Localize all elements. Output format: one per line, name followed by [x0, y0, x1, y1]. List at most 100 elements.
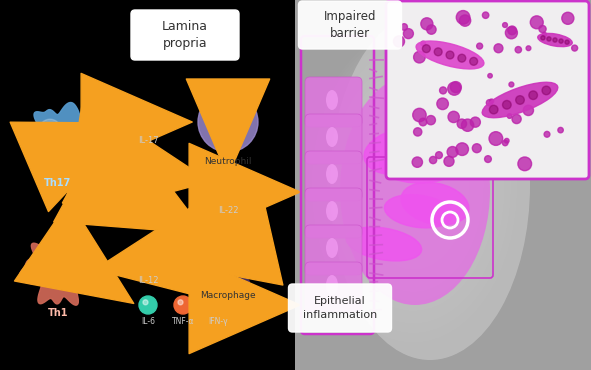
Circle shape [509, 82, 514, 87]
Circle shape [401, 24, 407, 30]
Polygon shape [215, 242, 242, 269]
Text: IL-22: IL-22 [217, 206, 238, 215]
Circle shape [502, 101, 511, 109]
Circle shape [472, 144, 481, 153]
FancyBboxPatch shape [298, 1, 401, 49]
Circle shape [502, 23, 508, 27]
Circle shape [446, 51, 454, 59]
Circle shape [448, 82, 461, 95]
Circle shape [436, 152, 443, 159]
Circle shape [518, 157, 531, 171]
Circle shape [228, 108, 249, 130]
Circle shape [139, 296, 157, 314]
Circle shape [142, 257, 148, 263]
Circle shape [530, 16, 543, 29]
Ellipse shape [401, 182, 469, 225]
Text: Macrophage: Macrophage [200, 291, 256, 300]
Circle shape [458, 54, 466, 62]
Ellipse shape [404, 147, 464, 176]
Circle shape [413, 108, 426, 122]
Circle shape [414, 128, 422, 136]
Ellipse shape [416, 41, 484, 69]
Circle shape [430, 157, 437, 164]
Circle shape [456, 143, 469, 155]
Text: IFN-γ: IFN-γ [208, 317, 228, 326]
Ellipse shape [482, 82, 558, 118]
Circle shape [543, 33, 547, 37]
Ellipse shape [346, 227, 421, 261]
FancyBboxPatch shape [305, 188, 362, 238]
Circle shape [209, 104, 231, 125]
Text: Impaired
barrier: Impaired barrier [324, 10, 376, 40]
Circle shape [215, 122, 236, 144]
Circle shape [404, 28, 413, 38]
Circle shape [427, 25, 436, 34]
Circle shape [174, 296, 192, 314]
Circle shape [526, 46, 531, 51]
Circle shape [512, 114, 521, 124]
Circle shape [222, 186, 228, 192]
Circle shape [456, 10, 470, 24]
Polygon shape [39, 119, 61, 142]
FancyBboxPatch shape [288, 284, 391, 332]
Circle shape [489, 105, 498, 114]
FancyBboxPatch shape [305, 114, 362, 164]
FancyBboxPatch shape [305, 151, 362, 201]
Circle shape [516, 96, 524, 104]
FancyBboxPatch shape [386, 1, 589, 179]
Circle shape [515, 47, 521, 53]
Circle shape [565, 40, 569, 44]
Circle shape [470, 57, 478, 65]
Circle shape [482, 12, 489, 18]
Circle shape [178, 300, 183, 305]
Circle shape [562, 12, 574, 24]
Circle shape [394, 36, 404, 47]
FancyBboxPatch shape [305, 262, 362, 312]
Circle shape [485, 156, 491, 162]
Circle shape [529, 91, 537, 100]
Circle shape [539, 26, 546, 33]
Circle shape [547, 37, 551, 41]
Ellipse shape [388, 99, 466, 148]
Circle shape [489, 132, 503, 145]
Circle shape [138, 253, 158, 273]
Circle shape [142, 115, 148, 122]
Ellipse shape [385, 195, 453, 228]
Circle shape [541, 36, 545, 40]
Circle shape [421, 18, 433, 30]
Text: IL-17: IL-17 [138, 136, 158, 145]
Polygon shape [187, 215, 268, 296]
Circle shape [137, 111, 159, 133]
Circle shape [198, 92, 258, 152]
Circle shape [508, 26, 517, 35]
Text: Lamina
propria: Lamina propria [162, 20, 208, 50]
Text: IL-6: IL-6 [141, 317, 155, 326]
Ellipse shape [364, 128, 440, 175]
Circle shape [423, 45, 430, 53]
Circle shape [419, 118, 427, 126]
Circle shape [559, 39, 563, 43]
Circle shape [434, 48, 442, 56]
Circle shape [505, 138, 509, 143]
Ellipse shape [326, 238, 338, 258]
Circle shape [462, 119, 474, 131]
Ellipse shape [326, 127, 338, 147]
Circle shape [523, 105, 534, 115]
Circle shape [486, 100, 492, 106]
Ellipse shape [326, 164, 338, 184]
Ellipse shape [413, 100, 482, 132]
Circle shape [544, 131, 550, 137]
Circle shape [217, 181, 239, 203]
Circle shape [414, 51, 425, 63]
Circle shape [457, 119, 466, 128]
Text: TNF-α: TNF-α [172, 317, 194, 326]
Circle shape [558, 127, 563, 133]
Circle shape [553, 38, 557, 42]
Circle shape [505, 27, 517, 39]
Circle shape [476, 43, 483, 49]
Ellipse shape [380, 147, 459, 183]
FancyBboxPatch shape [305, 225, 362, 275]
Text: Epithelial
inflammation: Epithelial inflammation [303, 296, 377, 320]
Ellipse shape [340, 75, 490, 305]
Polygon shape [22, 102, 93, 179]
